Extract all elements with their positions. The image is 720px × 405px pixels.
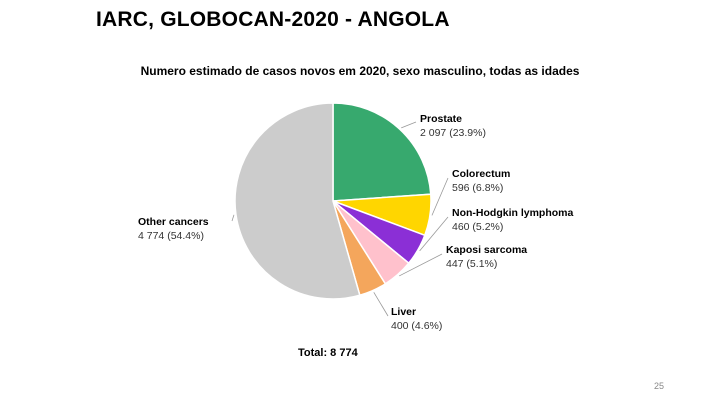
pie-slice-prostate: [332, 102, 432, 202]
slice-label-value: 400 (4.6%): [391, 320, 442, 332]
slice-label-value: 460 (5.2%): [452, 221, 503, 233]
slice-label-name: Prostate: [420, 113, 462, 125]
slice-label-name: Liver: [391, 306, 416, 318]
slice-label-value: 2 097 (23.9%): [420, 127, 486, 139]
leader-line: [419, 216, 449, 252]
pie-slice-other-cancers: [234, 102, 361, 300]
leader-line: [373, 292, 389, 317]
slice-label-value: 596 (6.8%): [452, 182, 503, 194]
slice-label-name: Non-Hodgkin lymphoma: [452, 207, 573, 219]
slide-title: IARC, GLOBOCAN-2020 - ANGOLA: [96, 8, 450, 31]
slice-label-name: Colorectum: [452, 168, 510, 180]
chart-title: Numero estimado de casos novos em 2020, …: [140, 64, 580, 78]
slice-label-name: Kaposi sarcoma: [446, 244, 527, 256]
page-number: 25: [654, 381, 665, 391]
leader-line: [399, 253, 443, 277]
leader-line: [401, 121, 417, 129]
leader-line: [231, 214, 235, 222]
slice-label-name: Other cancers: [138, 216, 209, 228]
slice-label-value: 4 774 (54.4%): [138, 230, 204, 242]
total-label: Total: 8 774: [298, 347, 358, 359]
leader-line: [431, 177, 449, 216]
slice-label-value: 447 (5.1%): [446, 258, 497, 270]
